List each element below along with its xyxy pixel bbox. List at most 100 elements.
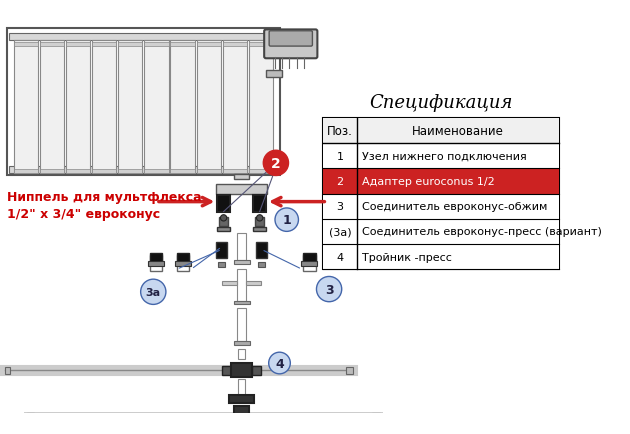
- Text: 3: 3: [325, 283, 333, 296]
- Circle shape: [263, 151, 289, 176]
- Bar: [234, 406, 249, 414]
- Bar: [249, 41, 273, 173]
- Bar: [13, 43, 38, 46]
- Bar: [253, 196, 266, 212]
- Text: 1: 1: [336, 151, 343, 161]
- Bar: [144, 43, 169, 46]
- Bar: [234, 174, 249, 180]
- Text: 2: 2: [271, 157, 281, 171]
- Bar: [40, 43, 64, 46]
- Circle shape: [140, 279, 166, 305]
- Circle shape: [268, 352, 290, 374]
- Bar: [40, 41, 64, 173]
- Bar: [144, 170, 169, 173]
- Bar: [256, 243, 267, 259]
- Text: 4: 4: [275, 357, 284, 370]
- Text: Соединитель евроконус-пресс (вариант): Соединитель евроконус-пресс (вариант): [362, 227, 602, 237]
- Bar: [13, 41, 38, 173]
- Bar: [118, 43, 142, 46]
- Bar: [238, 349, 245, 360]
- Bar: [222, 170, 247, 173]
- Bar: [246, 281, 261, 286]
- Bar: [253, 227, 266, 232]
- Bar: [150, 253, 163, 263]
- Bar: [234, 261, 249, 264]
- Bar: [118, 41, 142, 173]
- Bar: [266, 71, 282, 78]
- Bar: [323, 118, 559, 270]
- Bar: [144, 41, 169, 173]
- Bar: [222, 43, 247, 46]
- Bar: [346, 367, 353, 374]
- Bar: [92, 170, 117, 173]
- Bar: [323, 244, 559, 270]
- Bar: [118, 170, 142, 173]
- Bar: [170, 43, 195, 46]
- Bar: [4, 367, 10, 374]
- Bar: [66, 43, 90, 46]
- Circle shape: [220, 215, 227, 221]
- Text: 4: 4: [336, 252, 343, 262]
- Bar: [323, 194, 559, 219]
- Bar: [216, 185, 267, 194]
- Bar: [301, 262, 318, 266]
- Bar: [222, 41, 247, 173]
- Text: 3: 3: [336, 202, 343, 212]
- Bar: [197, 43, 221, 46]
- Bar: [249, 43, 273, 46]
- Bar: [253, 366, 261, 375]
- FancyBboxPatch shape: [269, 32, 312, 47]
- Text: 2: 2: [336, 177, 343, 187]
- Bar: [234, 301, 249, 305]
- Bar: [92, 41, 117, 173]
- Bar: [237, 308, 246, 342]
- Bar: [222, 366, 231, 375]
- Text: Поз.: Поз.: [327, 125, 353, 138]
- Text: Узел нижнего подключения: Узел нижнего подключения: [362, 151, 526, 161]
- Bar: [255, 217, 264, 227]
- Bar: [92, 43, 117, 46]
- Text: Тройник -пресс: Тройник -пресс: [362, 252, 452, 262]
- Bar: [237, 418, 246, 423]
- Circle shape: [316, 277, 341, 302]
- Bar: [249, 170, 273, 173]
- Bar: [217, 227, 230, 232]
- Bar: [7, 29, 280, 175]
- Circle shape: [256, 215, 263, 221]
- Bar: [13, 170, 38, 173]
- Bar: [323, 144, 559, 169]
- Bar: [9, 166, 278, 173]
- Bar: [237, 233, 246, 261]
- Text: Ниппель для мультфлекса
1/2" x 3/4" евроконус: Ниппель для мультфлекса 1/2" x 3/4" евро…: [7, 191, 202, 220]
- Bar: [222, 281, 237, 286]
- Bar: [66, 170, 90, 173]
- Bar: [237, 270, 246, 301]
- Bar: [66, 41, 90, 173]
- Bar: [323, 169, 559, 194]
- Bar: [218, 263, 226, 268]
- Bar: [217, 196, 230, 212]
- Text: 1: 1: [282, 214, 291, 227]
- Bar: [303, 255, 316, 271]
- Bar: [234, 342, 249, 345]
- Bar: [229, 395, 255, 403]
- Bar: [219, 217, 228, 227]
- Text: (3а): (3а): [329, 227, 352, 237]
- Bar: [231, 363, 253, 378]
- Bar: [197, 170, 221, 173]
- Bar: [303, 253, 316, 263]
- Bar: [177, 253, 190, 263]
- Bar: [238, 379, 245, 398]
- Bar: [216, 243, 227, 259]
- Text: Адаптер euroconus 1/2: Адаптер euroconus 1/2: [362, 177, 495, 187]
- Text: Соединитель евроконус-обжим: Соединитель евроконус-обжим: [362, 202, 547, 212]
- Text: 3a: 3a: [146, 287, 161, 297]
- Bar: [175, 262, 191, 266]
- Bar: [170, 41, 195, 173]
- Text: Наименование: Наименование: [412, 125, 504, 138]
- Bar: [323, 118, 559, 144]
- Bar: [170, 170, 195, 173]
- Bar: [148, 262, 164, 266]
- Bar: [150, 255, 163, 271]
- Circle shape: [275, 208, 299, 232]
